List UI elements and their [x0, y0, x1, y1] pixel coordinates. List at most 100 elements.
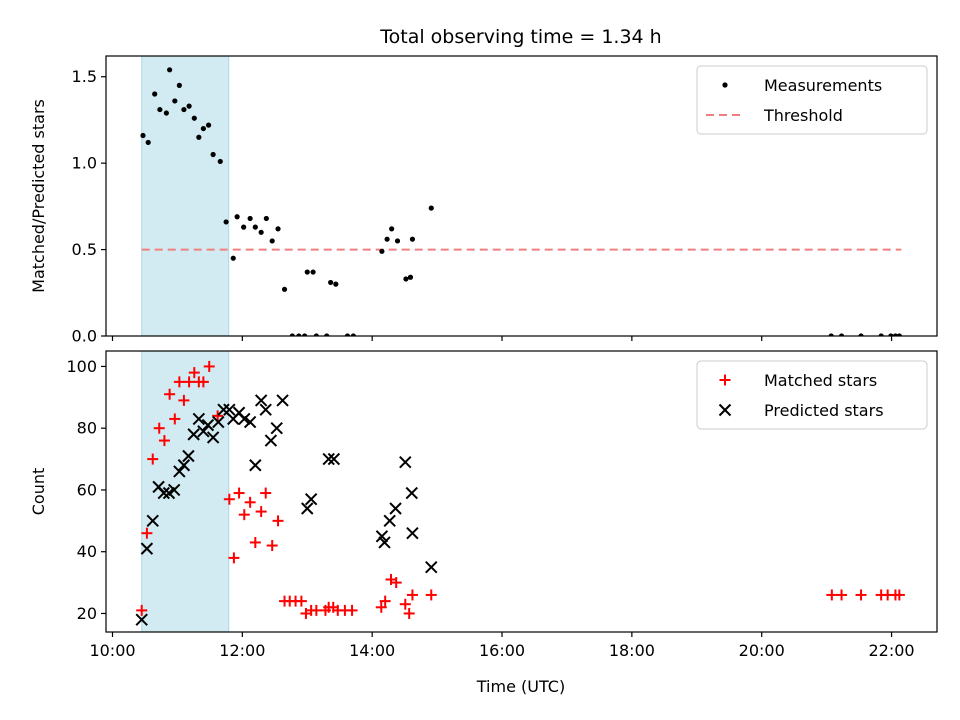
measurement-point	[892, 333, 899, 336]
measurement-point	[186, 103, 192, 109]
predicted-star-point	[173, 465, 186, 478]
predicted-star-point	[140, 542, 154, 555]
measurement-point	[304, 269, 310, 275]
predicted-star-point-stroke	[135, 613, 148, 626]
measurement-point	[289, 333, 295, 336]
predicted-star-point-stroke	[249, 459, 262, 472]
predicted-star-point-stroke	[304, 493, 318, 506]
matched-star-point	[238, 509, 250, 521]
matched-star-point	[406, 589, 418, 601]
measurement-point	[407, 274, 414, 280]
measurement-point	[333, 281, 339, 287]
observing-window-span	[141, 55, 230, 337]
measurement-point	[145, 139, 151, 146]
predicted-star-point	[270, 421, 283, 435]
predicted-star-point	[192, 412, 206, 426]
measurement-point	[172, 98, 178, 104]
measurement-point	[296, 333, 302, 336]
x-tick-label: 10:00	[89, 641, 135, 660]
predicted-star-point-stroke	[243, 415, 257, 429]
predicted-star-point	[383, 514, 396, 528]
predicted-star-point-stroke	[383, 514, 396, 528]
predicted-star-point-stroke	[217, 403, 230, 416]
predicted-star-point-stroke	[238, 412, 251, 426]
predicted-star-point	[301, 502, 314, 515]
y-tick-label: 20	[77, 604, 97, 623]
y-tick-label: 1.5	[72, 67, 97, 86]
predicted-star-point	[399, 455, 412, 469]
matched-star-point	[147, 453, 159, 465]
ratio-panel: 0.0 0.5 1.0 1.5 Matched/Predicted stars Measu…	[29, 55, 938, 346]
measurement-point	[167, 67, 173, 73]
legend: Matched stars Predicted stars	[696, 360, 928, 430]
legend-box	[696, 65, 928, 135]
legend-label: Threshold	[763, 106, 843, 125]
measurement-point	[269, 238, 275, 244]
measurement-point	[379, 248, 385, 254]
matched-star-point	[836, 589, 848, 601]
measurement-point	[328, 279, 334, 286]
measurement-point	[176, 82, 182, 88]
matched-star-point	[379, 595, 391, 607]
measurement-point	[409, 236, 416, 242]
predicted-star-point-stroke	[264, 434, 278, 447]
measurement-point	[828, 333, 834, 336]
matched-star-point	[826, 589, 838, 601]
measurement-point	[302, 333, 308, 336]
predicted-star-point	[243, 415, 257, 429]
x-tick-label: 14:00	[349, 641, 395, 660]
predicted-star-point	[135, 613, 148, 626]
measurement-point	[205, 122, 212, 128]
predicted-star-point	[249, 459, 262, 472]
measurement-point	[200, 125, 206, 132]
predicted-star-point-stroke	[197, 425, 210, 438]
measurement-point	[428, 205, 434, 211]
predicted-star-point-stroke	[270, 421, 283, 435]
measurement-point	[258, 229, 264, 235]
count-panel: 20 40 60 80 100 10:00 12:00 14:00 16:00 18:00 20:0…	[29, 350, 938, 660]
legend-marker	[719, 374, 731, 386]
y-tick-label: 40	[77, 542, 97, 561]
matched-star-point	[260, 487, 272, 499]
measurement-point	[275, 226, 281, 232]
predicted-star-point-stroke	[259, 403, 272, 416]
x-tick-label: 12:00	[219, 641, 265, 660]
series-0	[136, 360, 905, 619]
measurement-point	[217, 158, 223, 165]
x-tick-label: 22:00	[869, 641, 915, 660]
predicted-star-point	[167, 483, 181, 497]
predicted-star-point	[406, 526, 419, 540]
x-axis-label: Time (UTC)	[476, 677, 565, 696]
matched-star-point	[212, 410, 224, 422]
predicted-star-point	[217, 403, 230, 416]
measurement-point	[196, 134, 202, 140]
y-tick-label: 60	[77, 480, 97, 499]
measurement-point	[384, 236, 390, 242]
predicted-star-point	[389, 502, 402, 515]
measurement-point	[163, 110, 169, 116]
measurement-point	[263, 215, 269, 222]
measurement-point	[344, 333, 351, 336]
predicted-star-point-stroke	[425, 560, 438, 574]
y-tick-label: 80	[77, 419, 97, 438]
predicted-star-point	[197, 425, 210, 438]
predicted-star-point-stroke	[389, 502, 402, 515]
axes-frame	[105, 55, 938, 337]
matched-star-point	[403, 607, 415, 619]
predicted-star-point	[264, 434, 278, 447]
measurement-point	[313, 333, 319, 336]
predicted-star-point-stroke	[405, 486, 418, 500]
y-axis-label: Matched/Predicted stars	[29, 99, 48, 293]
measurement-point	[310, 269, 316, 275]
matched-star-point	[178, 394, 190, 406]
matched-star-point	[228, 552, 240, 564]
matched-star-point	[158, 435, 170, 447]
matched-star-point	[203, 360, 215, 372]
measurement-point	[281, 286, 288, 292]
measurement-point	[223, 219, 229, 225]
predicted-star-point	[259, 403, 272, 416]
predicted-star-point	[238, 412, 251, 426]
matched-star-point	[183, 376, 195, 388]
measurement-point	[247, 215, 253, 222]
